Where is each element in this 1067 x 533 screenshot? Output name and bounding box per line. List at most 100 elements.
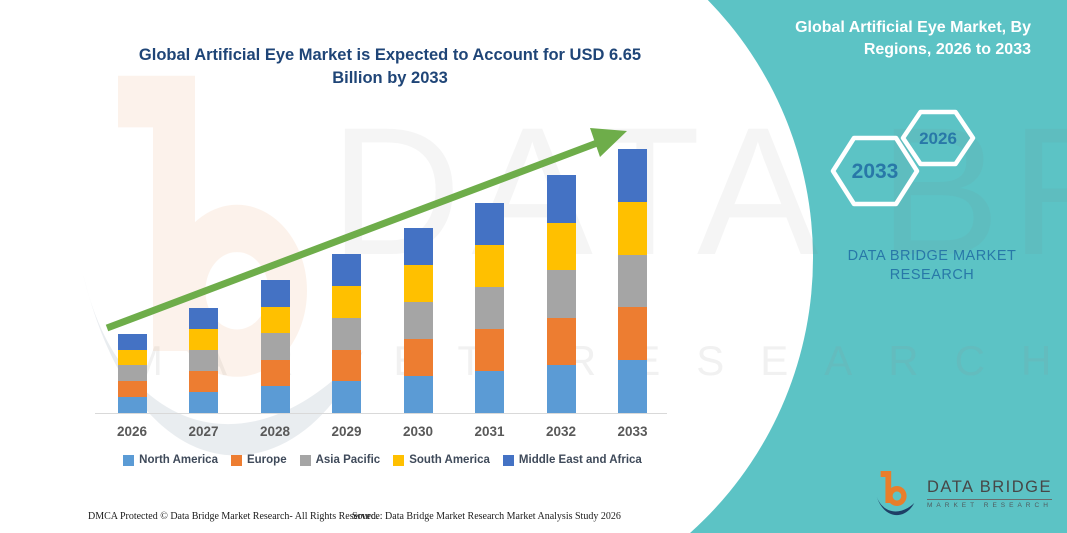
bar-segment [260, 359, 290, 387]
legend-swatch-icon [123, 454, 135, 466]
bar-segment [403, 302, 433, 340]
bar-2033 [618, 149, 647, 413]
bar-segment [475, 244, 504, 287]
chart-title-line2: Billion by 2033 [332, 69, 448, 87]
bar-segment [546, 174, 576, 223]
legend-swatch-icon [299, 454, 311, 466]
trend-arrow [105, 128, 627, 332]
bar-2029 [332, 254, 361, 413]
legend-item: Asia Pacific [299, 454, 381, 466]
bar-segment [332, 286, 361, 318]
bar-segment [117, 333, 147, 350]
bar-segment [403, 265, 433, 303]
bar-segment [117, 365, 147, 382]
bar-segment [189, 307, 218, 329]
bar-2028 [260, 280, 290, 413]
x-axis-tick-label: 2033 [617, 424, 648, 439]
bar-segment [475, 202, 504, 245]
bar-segment [260, 280, 290, 307]
chart-legend: North America Europe Asia Pacific South Ame… [95, 454, 670, 466]
bar-segment [117, 381, 147, 398]
bar-segment [403, 339, 433, 377]
bar-2027 [189, 307, 218, 413]
company-logo-icon [875, 471, 915, 516]
bar-segment [546, 270, 576, 318]
legend-item: Europe [230, 454, 287, 466]
hexagon-2033-outline [830, 135, 920, 207]
hexagon-2033-label: 2033 [852, 160, 899, 183]
bar-2030 [403, 228, 433, 413]
bar-segment [475, 370, 504, 413]
legend-item: Middle East and Africa [502, 454, 642, 466]
bar-segment [618, 307, 647, 361]
x-axis-tick-label: 2032 [545, 424, 577, 439]
bar-segment [475, 286, 504, 329]
legend-swatch-icon [230, 454, 242, 466]
panel-heading: Global Artificial Eye Market, By Regions… [731, 17, 1031, 61]
dmca-notice: DMCA Protected © Data Bridge Market Rese… [88, 511, 379, 522]
bar-segment [260, 333, 290, 360]
x-axis-tick-label: 2026 [116, 424, 148, 439]
legend-swatch-icon [502, 454, 514, 466]
brand-wordmark-line2: RESEARCH [889, 267, 975, 283]
legend-label: Asia Pacific [315, 454, 381, 466]
bar-segment [618, 254, 647, 308]
bar-chart [95, 118, 670, 414]
bar-segment [332, 349, 361, 382]
chart-title-line1: Global Artificial Eye Market is Expected… [138, 46, 642, 64]
trend-arrow-head [590, 128, 627, 157]
x-axis-tick-label: 2029 [331, 424, 362, 439]
brand-wordmark-line1: DATA BRIDGE MARKET [847, 248, 1017, 264]
trend-arrow-shaft [105, 139, 599, 332]
bar-segment [618, 360, 647, 413]
legend-label: South America [409, 454, 490, 466]
bar-2032 [546, 174, 576, 413]
bar-segment [546, 365, 576, 413]
bar-segment [117, 397, 147, 413]
x-axis-tick-label: 2028 [259, 424, 291, 439]
legend-swatch-icon [393, 454, 405, 466]
bar-segment [546, 317, 576, 366]
hexagon-2026-outline [900, 109, 976, 167]
bar-segment [189, 328, 218, 350]
legend-label: Europe [246, 454, 287, 466]
panel-heading-line2: Regions, 2026 to 2033 [863, 41, 1031, 58]
background-watermark-text: DATA BRIDGE [330, 89, 1067, 293]
x-axis-tick-label: 2031 [474, 424, 505, 439]
curved-white-edge [75, 0, 813, 533]
company-logo-name: DATA BRIDGE [927, 478, 1052, 500]
bar-segment [475, 328, 504, 371]
bar-segment [546, 222, 576, 271]
chart-title: Global Artificial Eye Market is Expected… [95, 44, 685, 90]
bar-segment [189, 370, 218, 392]
x-axis-line [95, 413, 667, 414]
brand-wordmark: DATA BRIDGE MARKET RESEARCH [832, 247, 1032, 285]
x-axis-tick-label: 2030 [402, 424, 434, 439]
legend-label: North America [139, 454, 218, 466]
legend-item: North America [123, 454, 218, 466]
company-logo-subtitle: MARKET RESEARCH [927, 501, 1052, 509]
bar-segment [332, 317, 361, 350]
bar-segment [403, 228, 433, 266]
bar-segment [260, 306, 290, 334]
legend-item: South America [393, 454, 490, 466]
source-note: Source: Data Bridge Market Research Mark… [352, 511, 621, 522]
bar-segment [260, 386, 290, 413]
year-hexagons: 2033 2026 [830, 109, 976, 207]
company-logo: DATA BRIDGE MARKET RESEARCH [872, 468, 1052, 518]
bar-segment [332, 381, 361, 413]
hexagon-2026-label: 2026 [919, 129, 957, 148]
panel-heading-line1: Global Artificial Eye Market, By [795, 19, 1031, 36]
bar-segment [189, 391, 218, 413]
bar-segment [403, 376, 433, 413]
x-axis-labels: 2026 2027 2028 2029 2030 2031 2032 2033 [95, 424, 670, 444]
bar-2026 [117, 333, 147, 413]
legend-label: Middle East and Africa [518, 454, 642, 466]
bar-segment [189, 349, 218, 371]
company-logo-text: DATA BRIDGE MARKET RESEARCH [927, 478, 1052, 509]
bar-segment [332, 254, 361, 286]
bar-segment [618, 201, 647, 255]
bar-2031 [475, 202, 504, 413]
bar-segment [618, 149, 647, 202]
